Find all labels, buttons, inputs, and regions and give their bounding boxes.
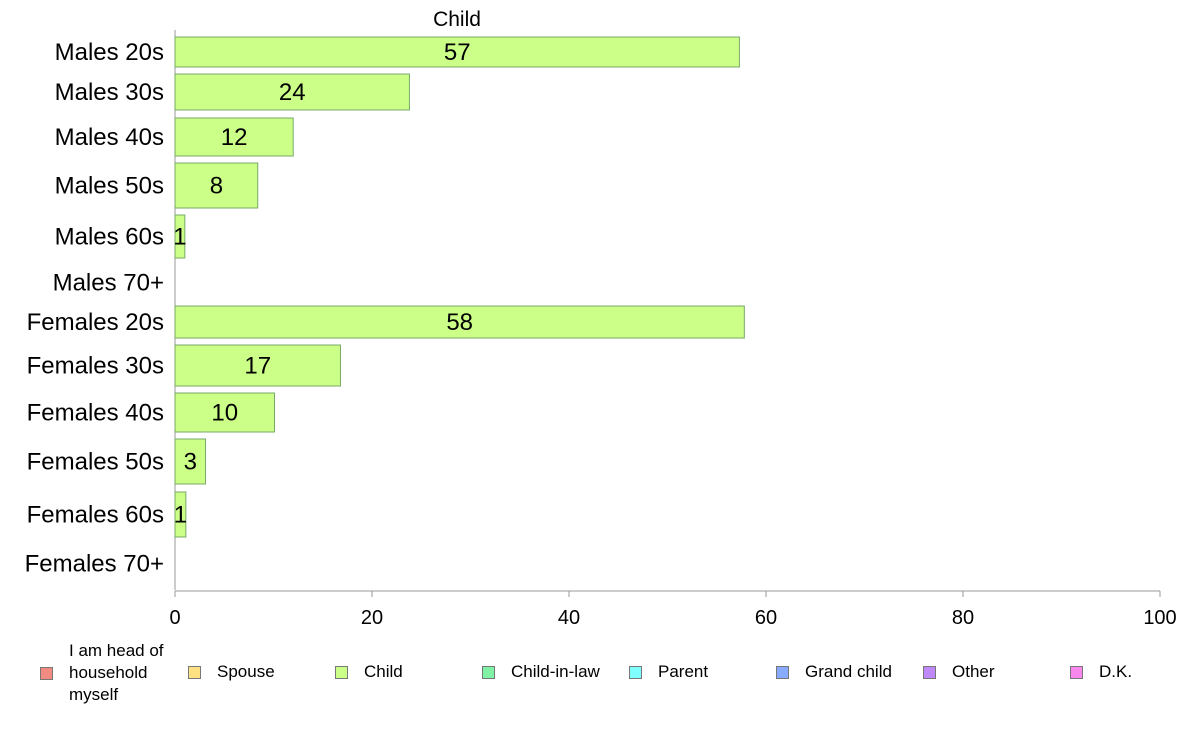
bar-value-label: 57 xyxy=(444,39,471,66)
bar-value-label: 3 xyxy=(184,449,197,476)
bar xyxy=(174,438,207,485)
legend: I am head of household myself Spouse Child… xyxy=(0,640,1188,720)
legend-item: I am head of household myself xyxy=(40,640,179,706)
legend-swatch xyxy=(776,665,789,679)
category-label: Females 40s xyxy=(27,400,164,427)
bar xyxy=(174,305,745,339)
category-label: Females 50s xyxy=(27,449,164,476)
bar xyxy=(174,392,275,433)
x-tick-label: 0 xyxy=(169,607,180,629)
legend-item: Parent xyxy=(629,661,708,683)
category-label: Males 50s xyxy=(55,173,164,200)
bar xyxy=(174,117,294,157)
legend-item: Child-in-law xyxy=(482,661,600,683)
legend-swatch xyxy=(188,665,201,679)
category-label: Males 70+ xyxy=(53,270,164,297)
bar-value-label: 12 xyxy=(221,124,248,151)
bar-value-label: 58 xyxy=(446,309,473,336)
x-tick-label: 60 xyxy=(755,607,777,629)
category-label: Females 30s xyxy=(27,353,164,380)
legend-item: Child xyxy=(335,661,403,683)
category-label: Females 20s xyxy=(27,309,164,336)
legend-swatch xyxy=(1070,665,1083,679)
legend-swatch xyxy=(335,665,348,679)
legend-label: Child xyxy=(364,662,403,681)
legend-swatch xyxy=(629,665,642,679)
bar-value-label: 1 xyxy=(174,502,187,529)
x-tick-label: 40 xyxy=(558,607,580,629)
bar xyxy=(174,491,187,538)
x-tick-label: 80 xyxy=(952,607,974,629)
x-axis: 0 20 40 60 80 100 xyxy=(169,590,1177,629)
legend-item: Grand child xyxy=(776,661,892,683)
legend-item: Other xyxy=(923,661,995,683)
bar xyxy=(174,73,410,111)
legend-label: Grand child xyxy=(805,662,892,681)
category-label: Females 60s xyxy=(27,502,164,529)
chart-title: Child xyxy=(433,8,481,31)
bar xyxy=(174,36,740,68)
legend-item: Spouse xyxy=(188,661,275,683)
bar-value-label: 10 xyxy=(211,400,238,427)
x-tick-label: 20 xyxy=(361,607,383,629)
bars-group: Males 20s 57 Males 30s 24 Males 40s 12 Males 5… xyxy=(25,30,745,590)
x-tick-label: 100 xyxy=(1143,607,1176,629)
legend-label: Child-in-law xyxy=(511,662,600,681)
bar xyxy=(174,162,259,209)
legend-label: I am head of household myself xyxy=(69,641,164,704)
category-label: Males 60s xyxy=(55,224,164,251)
bar-value-label: 24 xyxy=(279,79,306,106)
legend-swatch xyxy=(923,665,936,679)
bar xyxy=(174,214,186,259)
category-label: Females 70+ xyxy=(25,551,164,578)
legend-label: Spouse xyxy=(217,662,275,681)
bar-value-label: 1 xyxy=(173,224,186,251)
legend-swatch xyxy=(40,666,53,680)
bar xyxy=(174,344,341,387)
bar-value-label: 17 xyxy=(244,353,271,380)
category-label: Males 40s xyxy=(55,124,164,151)
category-label: Males 30s xyxy=(55,79,164,106)
legend-item: D.K. xyxy=(1070,661,1132,683)
category-label: Males 20s xyxy=(55,39,164,66)
bar-value-label: 8 xyxy=(210,173,223,200)
legend-label: Other xyxy=(952,662,995,681)
legend-label: D.K. xyxy=(1099,662,1133,681)
legend-swatch xyxy=(482,665,495,679)
legend-label: Parent xyxy=(658,662,709,681)
